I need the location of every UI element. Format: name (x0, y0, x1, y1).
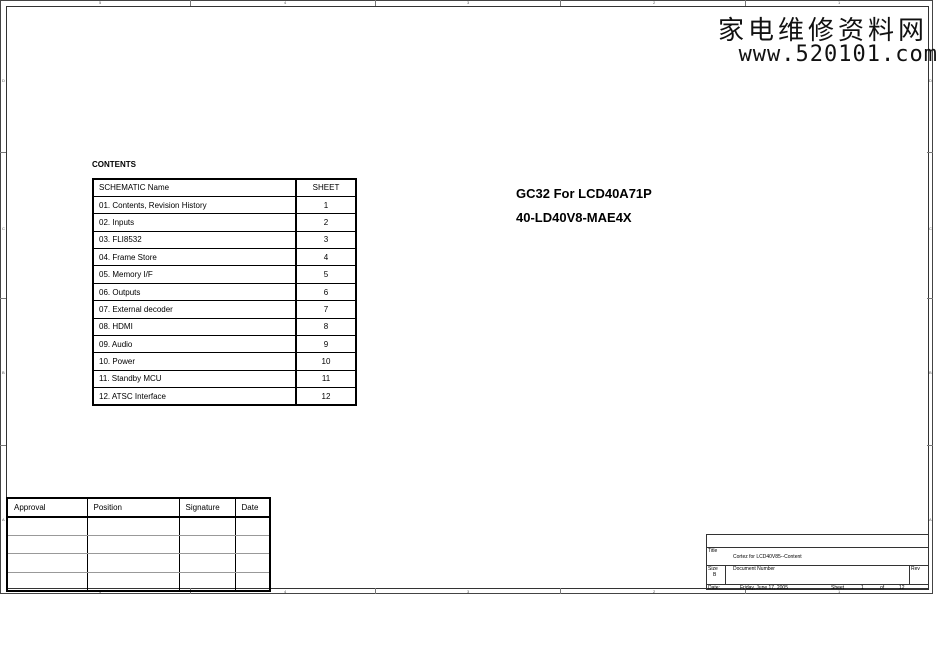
zone-row: C (2, 226, 5, 231)
zone-col: 1 (838, 589, 841, 594)
table-row: 06. Outputs 6 (93, 283, 356, 302)
table-header: SCHEMATIC Name SHEET (93, 179, 356, 197)
approval-row (7, 535, 270, 554)
watermark-url: www.520101.com (738, 42, 938, 67)
docnum-label: Document Number (733, 566, 775, 572)
row-name: 02. Inputs (93, 213, 296, 232)
row-sheet: 10 (295, 352, 356, 371)
table-row: 12. ATSC Interface 12 (93, 387, 356, 406)
board-title: GC32 For LCD40A71P (516, 186, 652, 201)
zone-row: B (2, 370, 5, 375)
row-sheet: 2 (295, 213, 356, 232)
size-value: B (713, 572, 717, 578)
title-value: Cortez for LCD40V85--Content (733, 554, 802, 560)
table-row: 01. Contents, Revision History 1 (93, 196, 356, 215)
sheet-label: Sheet (831, 585, 845, 591)
row-sheet: 12 (295, 387, 356, 406)
signature-header: Signature (179, 498, 236, 518)
zone-row: C (929, 226, 932, 231)
table-row: 05. Memory I/F 5 (93, 265, 356, 284)
position-header: Position (87, 498, 180, 518)
table-row: 11. Standby MCU 11 (93, 370, 356, 389)
row-sheet: 3 (295, 231, 356, 250)
zone-col: 1 (838, 0, 841, 5)
row-sheet: 1 (295, 196, 356, 215)
row-name: 03. FLI8532 (93, 231, 296, 250)
table-row: 07. External decoder 7 (93, 300, 356, 319)
rev-label: Rev (911, 566, 920, 572)
row-sheet: 6 (295, 283, 356, 302)
row-name: 04. Frame Store (93, 248, 296, 267)
sheet-value: 1 (861, 585, 864, 591)
row-name: 01. Contents, Revision History (93, 196, 296, 215)
zone-col: 4 (284, 589, 287, 594)
of-label: of (880, 585, 885, 591)
table-row: 08. HDMI 8 (93, 318, 356, 337)
row-name: 11. Standby MCU (93, 370, 296, 389)
row-sheet: 8 (295, 318, 356, 337)
row-sheet: 5 (295, 265, 356, 284)
zone-row: A (2, 517, 5, 522)
zone-row: B (929, 370, 932, 375)
zone-col: 3 (467, 0, 470, 5)
zone-col: 3 (467, 589, 470, 594)
table-row: 03. FLI8532 3 (93, 231, 356, 250)
row-name: 06. Outputs (93, 283, 296, 302)
zone-row: A (929, 517, 932, 522)
approval-row (7, 553, 270, 573)
drawing-frame (0, 0, 933, 594)
contents-heading: CONTENTS (92, 160, 136, 169)
row-name: 12. ATSC Interface (93, 387, 296, 406)
table-row: 04. Frame Store 4 (93, 248, 356, 267)
total-sheets: 12 (899, 585, 905, 591)
approval-table: Approval Position Signature Date (6, 497, 271, 592)
title-label: Title (708, 548, 718, 554)
zone-col: 5 (99, 0, 102, 5)
row-name: 09. Audio (93, 335, 296, 354)
zone-row: D (929, 78, 932, 83)
zone-row: D (2, 78, 5, 83)
contents-table: SCHEMATIC Name SHEET 01. Contents, Revisi… (92, 178, 357, 407)
row-name: 07. External decoder (93, 300, 296, 319)
zone-col: 2 (653, 0, 656, 5)
approval-row (7, 572, 270, 591)
zone-col: 4 (284, 0, 287, 5)
drawing-border (6, 6, 929, 589)
row-sheet: 4 (295, 248, 356, 267)
watermark-chinese: 家电维修资料网 (717, 16, 928, 46)
board-part-number: 40-LD40V8-MAE4X (516, 210, 632, 225)
row-sheet: 9 (295, 335, 356, 354)
row-name: 05. Memory I/F (93, 265, 296, 284)
header-sheet: SHEET (295, 179, 356, 197)
approval-row (7, 516, 270, 536)
table-row: 10. Power 10 (93, 352, 356, 371)
table-row: 09. Audio 9 (93, 335, 356, 354)
row-sheet: 11 (295, 370, 356, 389)
title-block: Title Cortez for LCD40V85--Content Size … (706, 534, 929, 591)
approval-header: Approval (7, 498, 88, 518)
row-sheet: 7 (295, 300, 356, 319)
date-header: Date (235, 498, 270, 518)
size-label: Size (708, 566, 718, 572)
date-label: Date: (708, 585, 720, 591)
row-name: 10. Power (93, 352, 296, 371)
row-name: 08. HDMI (93, 318, 296, 337)
zone-col: 5 (99, 589, 102, 594)
header-name: SCHEMATIC Name (93, 179, 296, 197)
table-row: 02. Inputs 2 (93, 213, 356, 232)
date-value: Friday, June 17, 2005 (740, 585, 788, 591)
zone-col: 2 (653, 589, 656, 594)
